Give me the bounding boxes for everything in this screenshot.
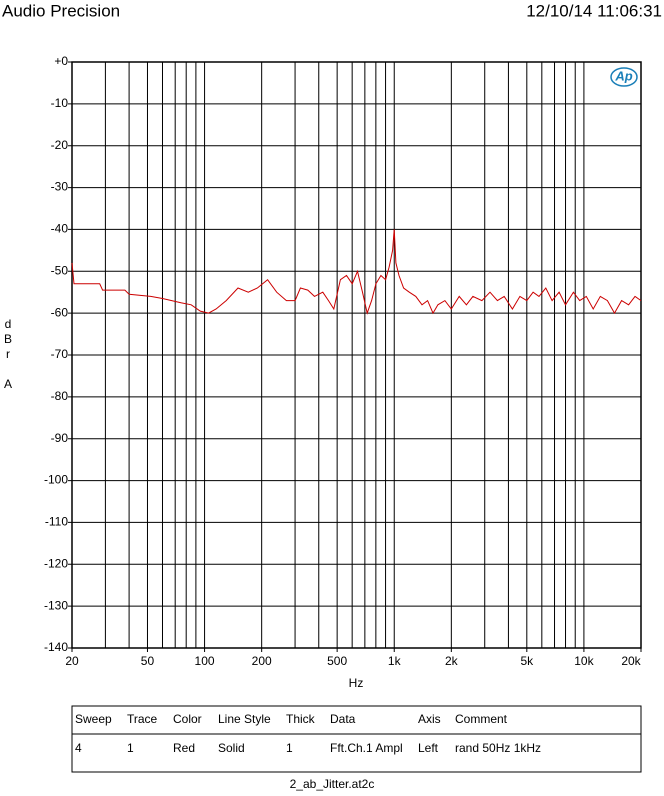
- y-tick-label: -70: [51, 347, 69, 361]
- app-title: Audio Precision: [2, 1, 120, 20]
- y-tick-label: -110: [45, 515, 68, 529]
- table-cell: Red: [173, 741, 195, 755]
- table-cell: Fft.Ch.1 Ampl: [330, 741, 403, 755]
- y-tick-label: -10: [51, 96, 69, 110]
- x-tick-label: 10k: [574, 654, 594, 668]
- table-header: Sweep: [75, 712, 112, 726]
- table-header: Axis: [418, 712, 441, 726]
- x-tick-label: 100: [195, 654, 215, 668]
- x-tick-label: 20k: [621, 654, 641, 668]
- table-header: Comment: [455, 712, 508, 726]
- y-tick-label: -50: [51, 263, 69, 277]
- table-cell: rand 50Hz 1kHz: [455, 741, 541, 755]
- x-tick-label: 5k: [520, 654, 534, 668]
- table-header: Color: [173, 712, 202, 726]
- y-tick-label: -30: [51, 180, 69, 194]
- table-cell: 1: [286, 741, 293, 755]
- x-axis-label: Hz: [349, 676, 364, 690]
- table-cell: Left: [418, 741, 439, 755]
- x-tick-label: 50: [141, 654, 155, 668]
- table-cell: Solid: [218, 741, 245, 755]
- y-tick-label: -20: [51, 138, 69, 152]
- y-tick-label: -90: [51, 431, 69, 445]
- y-tick-label: +0: [54, 54, 68, 68]
- x-tick-label: 2k: [445, 654, 459, 668]
- y-tick-label: -60: [51, 305, 69, 319]
- y-tick-label: -140: [44, 640, 68, 654]
- file-name: 2_ab_Jitter.at2c: [290, 777, 375, 791]
- table-cell: 1: [127, 741, 134, 755]
- y-tick-label: -40: [51, 222, 69, 236]
- trace: [71, 229, 642, 315]
- legend-table: [71, 705, 642, 773]
- x-tick-label: 20: [65, 654, 79, 668]
- y-tick-label: -100: [44, 473, 68, 487]
- table-header: Data: [330, 712, 356, 726]
- y-tick-label: -80: [51, 389, 69, 403]
- table-header: Line Style: [218, 712, 271, 726]
- x-tick-label: 200: [252, 654, 272, 668]
- y-tick-label: -130: [44, 598, 68, 612]
- table-header: Trace: [127, 712, 158, 726]
- timestamp: 12/10/14 11:06:31: [526, 1, 662, 20]
- x-tick-label: 500: [327, 654, 347, 668]
- x-tick-label: 1k: [388, 654, 402, 668]
- table-cell: 4: [75, 741, 82, 755]
- logo-ring: [610, 67, 638, 87]
- table-header: Thick: [286, 712, 316, 726]
- y-tick-label: -120: [44, 556, 68, 570]
- logo: Ap: [614, 68, 632, 83]
